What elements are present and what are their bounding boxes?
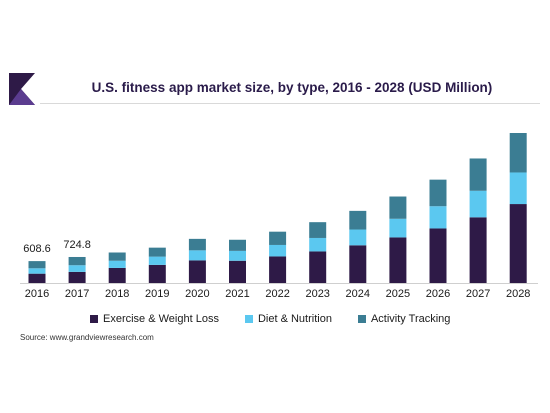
bar-activity-2020 [188, 238, 206, 251]
bar-exercise-2025 [389, 237, 407, 283]
bar-activity-2023 [309, 222, 327, 238]
x-tick-label-2027: 2027 [466, 288, 490, 300]
legend-item-diet: Diet & Nutrition [244, 313, 332, 325]
bar-exercise-2026 [429, 228, 447, 283]
bar-diet-2016 [28, 268, 46, 274]
legend-swatch-activity [357, 315, 366, 323]
x-tick-label-2024: 2024 [346, 288, 370, 300]
bar-activity-2025 [389, 196, 407, 219]
legend-swatch-diet [244, 315, 253, 323]
bar-diet-2028 [509, 172, 527, 205]
x-tick-label-2018: 2018 [105, 288, 129, 300]
bar-activity-2026 [429, 179, 447, 207]
legend-item-activity: Activity Tracking [357, 313, 451, 325]
bar-activity-2019 [148, 247, 166, 257]
bar-activity-2018 [108, 252, 126, 261]
bar-diet-2026 [429, 206, 447, 229]
x-tick-label-2025: 2025 [386, 288, 410, 300]
bar-diet-2025 [389, 218, 407, 238]
grand-view-research-logo [9, 73, 35, 105]
bar-exercise-2023 [309, 251, 327, 283]
bar-exercise-2022 [269, 256, 287, 283]
data-label-2017: 724.8 [63, 239, 91, 251]
bar-diet-2022 [269, 244, 287, 257]
legend-swatch-exercise [90, 315, 98, 323]
bar-activity-2017 [68, 256, 86, 266]
bar-activity-2028 [509, 133, 527, 173]
bar-diet-2018 [108, 260, 126, 268]
legend-label-diet: Diet & Nutrition [257, 313, 332, 325]
bar-exercise-2018 [108, 267, 126, 283]
bar-exercise-2021 [229, 260, 246, 283]
x-tick-label-2022: 2022 [265, 288, 289, 300]
bar-exercise-2024 [349, 245, 367, 283]
bar-activity-2024 [349, 210, 367, 230]
legend-label-exercise: Exercise & Weight Loss [103, 313, 219, 325]
bar-activity-2022 [269, 231, 287, 245]
x-tick-label-2021: 2021 [225, 288, 249, 300]
bar-exercise-2028 [509, 204, 527, 283]
chart-legend: Exercise & Weight Loss Diet & Nutrition … [90, 313, 476, 325]
x-tick-label-2026: 2026 [426, 288, 450, 300]
x-tick-label-2020: 2020 [185, 288, 209, 300]
bar-diet-2027 [469, 190, 487, 218]
x-tick-label-2028: 2028 [506, 288, 530, 300]
bar-exercise-2027 [469, 217, 487, 283]
data-label-2016: 608.6 [23, 243, 51, 255]
bar-diet-2020 [188, 250, 206, 261]
source-note: Source: www.grandviewresearch.com [20, 333, 154, 342]
bar-exercise-2017 [68, 271, 86, 283]
title-divider [40, 103, 540, 104]
bar-diet-2021 [229, 250, 246, 261]
legend-item-exercise: Exercise & Weight Loss [90, 313, 219, 325]
bar-diet-2017 [68, 265, 86, 272]
x-tick-label-2023: 2023 [305, 288, 329, 300]
bar-diet-2024 [349, 229, 367, 246]
bar-activity-2016 [28, 261, 46, 269]
bar-activity-2027 [469, 158, 487, 191]
bar-diet-2019 [148, 256, 166, 265]
x-tick-label-2016: 2016 [25, 288, 49, 300]
x-tick-label-2019: 2019 [145, 288, 169, 300]
bar-diet-2023 [309, 237, 327, 252]
bar-exercise-2020 [188, 260, 206, 283]
bar-exercise-2016 [28, 273, 46, 283]
chart-title: U.S. fitness app market size, by type, 2… [91, 80, 493, 95]
bar-activity-2021 [229, 239, 246, 251]
x-tick-label-2017: 2017 [65, 288, 89, 300]
legend-label-activity: Activity Tracking [370, 313, 451, 325]
bar-exercise-2019 [148, 264, 166, 283]
